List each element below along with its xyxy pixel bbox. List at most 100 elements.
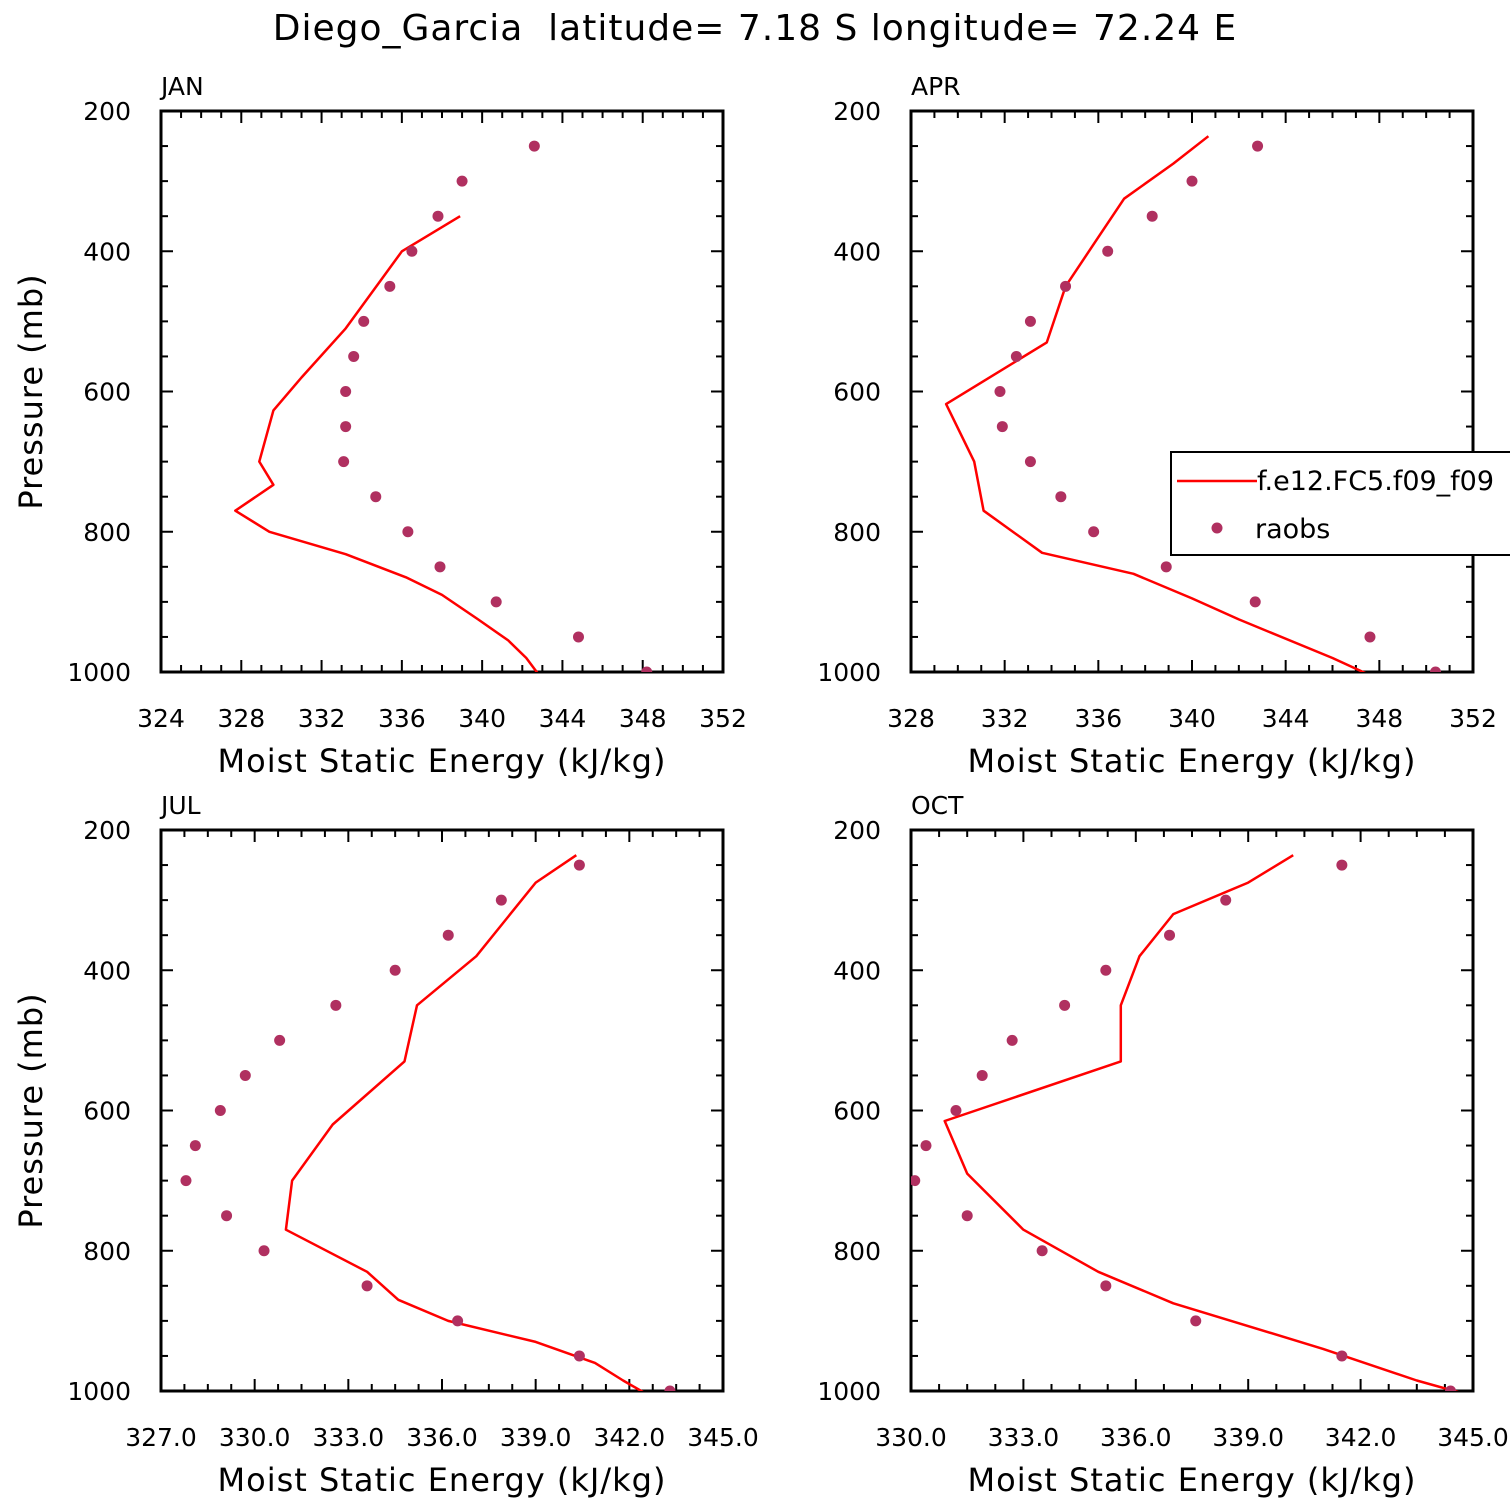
y-tick-label: 600: [833, 1097, 881, 1126]
y-tick-label: 600: [83, 378, 131, 407]
x-tick-label: 336: [378, 704, 426, 733]
plot-frame: [159, 828, 725, 1393]
panel-jul: 327.0 330.0 333.0 336.0 339.0 342.0 345.0 200 40…: [12, 791, 759, 1499]
obs-point: [370, 491, 382, 503]
obs-point: [1100, 964, 1112, 976]
y-tick-label: 800: [83, 518, 131, 547]
x-tick-label: 340: [1168, 704, 1216, 733]
x-tick-label: 339.0: [1212, 1423, 1284, 1452]
obs-point: [1249, 596, 1261, 608]
x-tick-label: 340: [458, 704, 506, 733]
obs-point: [573, 859, 585, 871]
obs-point: [961, 1210, 973, 1222]
x-tick-label: 333.0: [988, 1423, 1060, 1452]
obs-point: [1220, 894, 1232, 906]
plot-frame: [159, 109, 725, 674]
legend-box: [1170, 451, 1510, 556]
legend-marker-swatch: [1211, 522, 1223, 534]
x-axis-label: Moist Static Energy (kJ/kg): [218, 742, 667, 780]
panel-label: JAN: [159, 72, 204, 101]
obs-point: [1024, 456, 1036, 468]
obs-point: [340, 421, 352, 433]
chart-title: Diego_Garcia latitude= 7.18 S longitude=…: [272, 8, 1238, 49]
y-tick-label: 1000: [67, 1377, 131, 1406]
x-tick-label: 327.0: [125, 1423, 197, 1452]
y-tick-label: 600: [83, 1097, 131, 1126]
obs-point: [274, 1034, 286, 1046]
obs-point: [1006, 1034, 1018, 1046]
y-tick-label: 400: [833, 956, 881, 985]
obs-point: [434, 561, 446, 573]
obs-point: [221, 1210, 233, 1222]
x-tick-label: 342.0: [594, 1423, 666, 1452]
data-layer: [911, 854, 1459, 1391]
y-tick-label: 800: [83, 1237, 131, 1266]
obs-point: [1010, 350, 1022, 362]
obs-point: [572, 631, 584, 643]
y-tick-label: 600: [833, 378, 881, 407]
x-tick-label: 336.0: [1100, 1423, 1172, 1452]
model-line: [944, 135, 1367, 672]
obs-point: [456, 175, 468, 187]
x-tick-label: 330.0: [219, 1423, 291, 1452]
obs-point: [1055, 491, 1067, 503]
x-tick-label: 324: [137, 704, 185, 733]
obs-point: [1088, 526, 1100, 538]
y-tick-label: 200: [833, 97, 881, 126]
legend-obs-label: raobs: [1255, 514, 1330, 545]
obs-point: [214, 1105, 226, 1116]
obs-point: [389, 964, 401, 976]
obs-point: [452, 1315, 464, 1327]
obs-point: [1036, 1245, 1048, 1257]
x-tick-label: 332: [298, 704, 346, 733]
obs-point: [340, 386, 352, 397]
data-layer: [944, 135, 1442, 672]
obs-point: [1252, 140, 1264, 152]
obs-point: [976, 1069, 988, 1081]
x-axis-label: Moist Static Energy (kJ/kg): [218, 1461, 667, 1499]
obs-point: [180, 1175, 192, 1187]
data-layer: [180, 854, 676, 1391]
obs-point: [384, 280, 396, 292]
y-tick-label: 1000: [67, 658, 131, 687]
x-tick-label: 352: [699, 704, 747, 733]
y-tick-label: 800: [833, 518, 881, 547]
y-axis-label: Pressure (mb): [12, 992, 50, 1228]
obs-point: [1364, 631, 1376, 643]
obs-point: [664, 1385, 676, 1391]
obs-point: [1336, 1350, 1348, 1362]
panel-jan: 324 328 332 336 340 344 348 352 200 400 600 800 1000…: [12, 72, 747, 780]
obs-point: [994, 386, 1006, 397]
x-axis-label: Moist Static Energy (kJ/kg): [968, 1461, 1417, 1499]
obs-point: [1060, 280, 1072, 292]
x-tick-label: 336.0: [406, 1423, 478, 1452]
obs-point: [1190, 1315, 1202, 1327]
y-tick-label: 1000: [817, 1377, 881, 1406]
x-tick-label: 345.0: [687, 1423, 759, 1452]
y-tick-label: 200: [83, 816, 131, 845]
model-line: [234, 215, 539, 672]
x-tick-label: 339.0: [500, 1423, 572, 1452]
obs-point: [996, 421, 1008, 433]
x-axis-label: Moist Static Energy (kJ/kg): [968, 742, 1417, 780]
y-tick-label: 400: [83, 237, 131, 266]
obs-point: [402, 526, 414, 538]
panel-label: OCT: [911, 791, 964, 820]
obs-point: [406, 245, 418, 257]
y-axis-label: Pressure (mb): [12, 273, 50, 509]
y-tick-label: 800: [833, 1237, 881, 1266]
y-tick-label: 200: [83, 97, 131, 126]
obs-point: [1336, 859, 1348, 871]
obs-point: [950, 1105, 962, 1116]
obs-point: [528, 140, 540, 152]
obs-point: [330, 999, 342, 1011]
x-tick-label: 332: [981, 704, 1029, 733]
obs-point: [1445, 1385, 1457, 1391]
legend-model-label: f.e12.FC5.f09_f09: [1257, 466, 1494, 497]
x-tick-label: 348: [619, 704, 667, 733]
panel-label: APR: [911, 72, 961, 101]
obs-point: [258, 1245, 270, 1257]
x-tick-label: 330.0: [875, 1423, 947, 1452]
obs-point: [573, 1350, 585, 1362]
